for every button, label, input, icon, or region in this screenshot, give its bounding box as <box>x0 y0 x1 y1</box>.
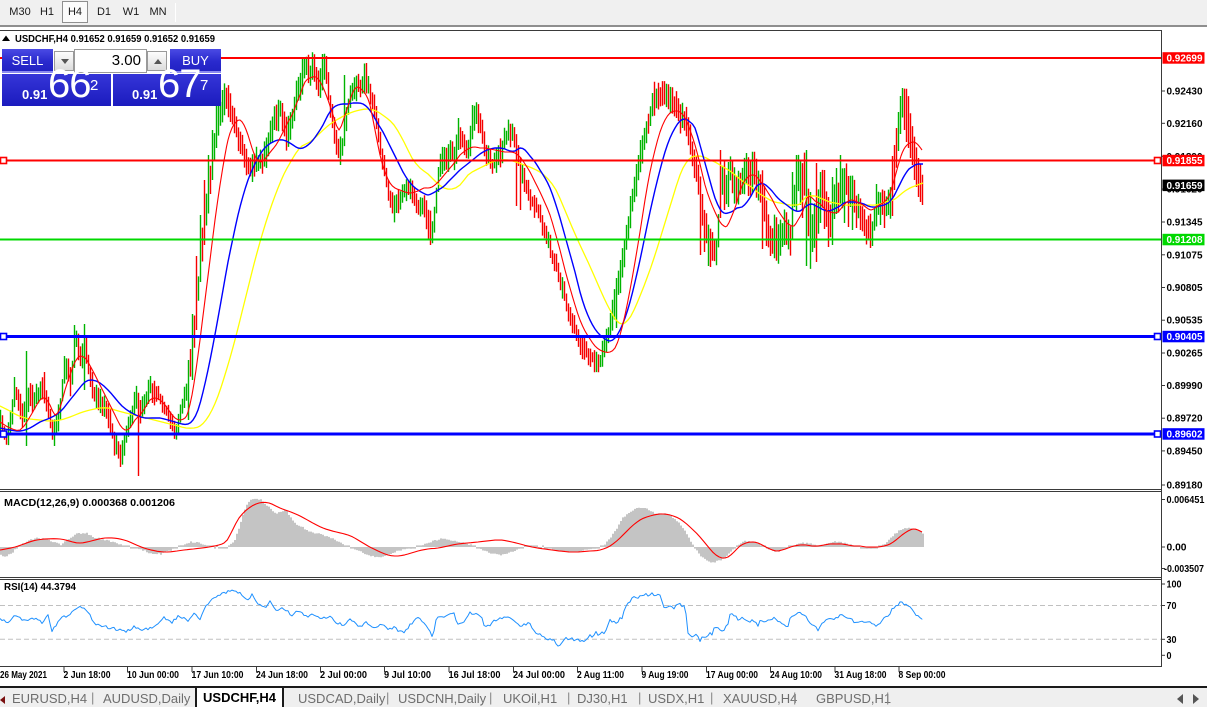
svg-text:0.92430: 0.92430 <box>1167 87 1203 98</box>
svg-text:31 Aug 18:00: 31 Aug 18:00 <box>835 670 887 681</box>
svg-text:9 Jul 10:00: 9 Jul 10:00 <box>384 670 431 681</box>
svg-text:0.92160: 0.92160 <box>1167 119 1203 130</box>
svg-text:9 Aug 19:00: 9 Aug 19:00 <box>642 670 689 681</box>
svg-text:0.91855: 0.91855 <box>1167 156 1203 167</box>
svg-text:17 Aug 00:00: 17 Aug 00:00 <box>706 670 758 681</box>
svg-text:0.90535: 0.90535 <box>1167 316 1203 327</box>
svg-text:RSI(14) 44.3794: RSI(14) 44.3794 <box>4 582 76 593</box>
svg-text:16 Jul 18:00: 16 Jul 18:00 <box>449 670 501 681</box>
svg-text:0.90805: 0.90805 <box>1167 283 1203 294</box>
svg-text:0.91075: 0.91075 <box>1167 250 1203 261</box>
svg-text:0.89450: 0.89450 <box>1167 446 1203 457</box>
svg-text:70: 70 <box>1167 601 1177 612</box>
svg-text:0.90265: 0.90265 <box>1167 349 1203 360</box>
svg-text:24 Jul 00:00: 24 Jul 00:00 <box>513 670 565 681</box>
svg-text:17 Jun 10:00: 17 Jun 10:00 <box>192 670 244 681</box>
svg-text:0.92699: 0.92699 <box>1167 54 1203 65</box>
svg-text:0.006451: 0.006451 <box>1167 495 1205 506</box>
svg-text:0.89602: 0.89602 <box>1167 430 1203 441</box>
svg-text:0.00: 0.00 <box>1167 543 1187 554</box>
svg-text:0.89180: 0.89180 <box>1167 481 1203 492</box>
svg-text:2 Jul 00:00: 2 Jul 00:00 <box>320 670 367 681</box>
svg-text:2 Aug 11:00: 2 Aug 11:00 <box>577 670 624 681</box>
svg-text:0.89990: 0.89990 <box>1167 381 1203 392</box>
svg-text:0.91659: 0.91659 <box>1167 181 1203 192</box>
svg-text:MACD(12,26,9) 0.000368 0.00120: MACD(12,26,9) 0.000368 0.001206 <box>4 498 175 509</box>
svg-text:0.91345: 0.91345 <box>1167 218 1203 229</box>
svg-text:10 Jun 00:00: 10 Jun 00:00 <box>127 670 179 681</box>
svg-text:26 May 2021: 26 May 2021 <box>0 670 47 681</box>
svg-text:0: 0 <box>1167 651 1172 662</box>
svg-text:30: 30 <box>1167 635 1177 646</box>
svg-text:0.89720: 0.89720 <box>1167 414 1203 425</box>
svg-text:24 Aug 10:00: 24 Aug 10:00 <box>770 670 822 681</box>
svg-text:8 Sep 00:00: 8 Sep 00:00 <box>899 670 946 681</box>
svg-text:0.91208: 0.91208 <box>1167 235 1203 246</box>
svg-text:24 Jun 18:00: 24 Jun 18:00 <box>256 670 308 681</box>
svg-text:-0.003507: -0.003507 <box>1164 564 1204 575</box>
svg-text:0.90405: 0.90405 <box>1167 332 1203 343</box>
svg-text:USDCHF,H4 0.91652 0.91659 0.9: USDCHF,H4 0.91652 0.91659 0.91652 0.9165… <box>15 33 215 45</box>
svg-text:100: 100 <box>1167 580 1182 591</box>
svg-text:2 Jun 18:00: 2 Jun 18:00 <box>64 670 111 681</box>
